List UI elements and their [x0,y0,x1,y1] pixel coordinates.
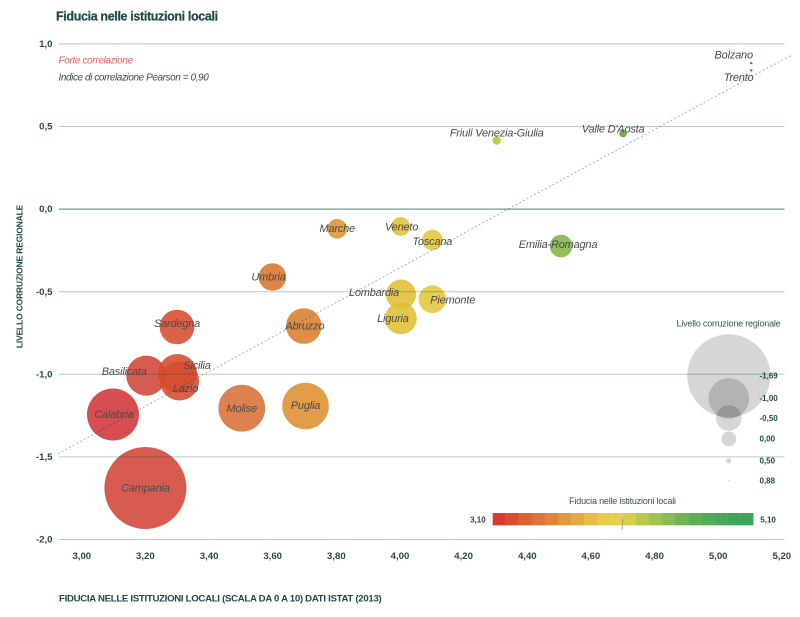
svg-text:Liguria: Liguria [377,313,409,325]
svg-text:Toscana: Toscana [412,236,452,248]
svg-text:-1,00: -1,00 [760,394,779,403]
svg-text:0,5: 0,5 [39,122,53,133]
svg-text:Molise: Molise [227,403,258,415]
svg-text:Basilicata: Basilicata [102,366,147,378]
svg-text:3,00: 3,00 [72,551,91,562]
svg-text:0,0: 0,0 [39,204,52,215]
svg-text:4,20: 4,20 [454,551,473,562]
svg-text:Puglia: Puglia [291,400,320,412]
svg-text:Piemonte: Piemonte [430,295,475,307]
svg-text:Trento: Trento [724,72,754,84]
svg-text:Marche: Marche [319,223,355,235]
svg-text:-1,69: -1,69 [760,372,779,381]
svg-text:FIDUCIA NELLE ISTITUZIONI LOCA: FIDUCIA NELLE ISTITUZIONI LOCALI (SCALA … [59,594,382,605]
svg-text:3,60: 3,60 [263,551,282,562]
svg-text:LIVELLO CORRUZIONE REGIONALE: LIVELLO CORRUZIONE REGIONALE [15,204,25,348]
svg-text:Abruzzo: Abruzzo [284,321,324,333]
svg-text:Livello corruzione regionale: Livello corruzione regionale [677,319,781,329]
svg-text:3,20: 3,20 [136,551,155,562]
svg-text:5,20: 5,20 [772,551,791,562]
svg-text:Umbria: Umbria [251,272,285,284]
svg-text:-1,0: -1,0 [36,369,53,380]
svg-text:0,00: 0,00 [760,435,776,444]
svg-text:Campania: Campania [121,483,170,495]
svg-text:Bolzano: Bolzano [715,50,753,62]
svg-text:-2,0: -2,0 [36,535,53,546]
svg-text:Valle D'Aosta: Valle D'Aosta [582,123,645,135]
svg-text:Forte correlazione: Forte correlazione [59,56,134,67]
svg-text:3,80: 3,80 [327,551,346,562]
svg-text:5,10: 5,10 [760,515,776,524]
svg-text:Friuli Venezia-Giulia: Friuli Venezia-Giulia [450,127,544,139]
svg-text:4,80: 4,80 [645,551,664,562]
svg-text:4,60: 4,60 [582,551,601,562]
svg-text:1,0: 1,0 [39,39,52,50]
svg-text:Indice di correlazione Pearson: Indice di correlazione Pearson = 0,90 [59,73,210,84]
svg-text:Lazio: Lazio [173,383,198,395]
svg-text:Lombardia: Lombardia [349,287,399,299]
svg-text:3,10: 3,10 [470,515,486,524]
svg-text:4,40: 4,40 [518,551,537,562]
svg-text:4,00: 4,00 [391,551,410,562]
svg-text:Calabria: Calabria [94,409,133,421]
svg-text:-0,5: -0,5 [36,287,53,298]
svg-text:-1,5: -1,5 [36,452,53,463]
svg-text:0,50: 0,50 [760,457,776,466]
svg-text:3,40: 3,40 [200,551,219,562]
svg-text:5,00: 5,00 [709,551,728,562]
svg-text:-0,50: -0,50 [760,414,779,423]
svg-text:Fiducia nelle istituzioni loca: Fiducia nelle istituzioni locali [56,10,218,24]
svg-text:Fiducia nelle istituzioni loca: Fiducia nelle istituzioni locali [569,496,676,506]
svg-text:0,88: 0,88 [760,476,776,485]
svg-text:Veneto: Veneto [385,222,418,234]
svg-text:Sicilia: Sicilia [183,360,210,372]
svg-text:Sardegna: Sardegna [154,318,200,330]
svg-text:Emilia-Romagna: Emilia-Romagna [519,239,598,251]
